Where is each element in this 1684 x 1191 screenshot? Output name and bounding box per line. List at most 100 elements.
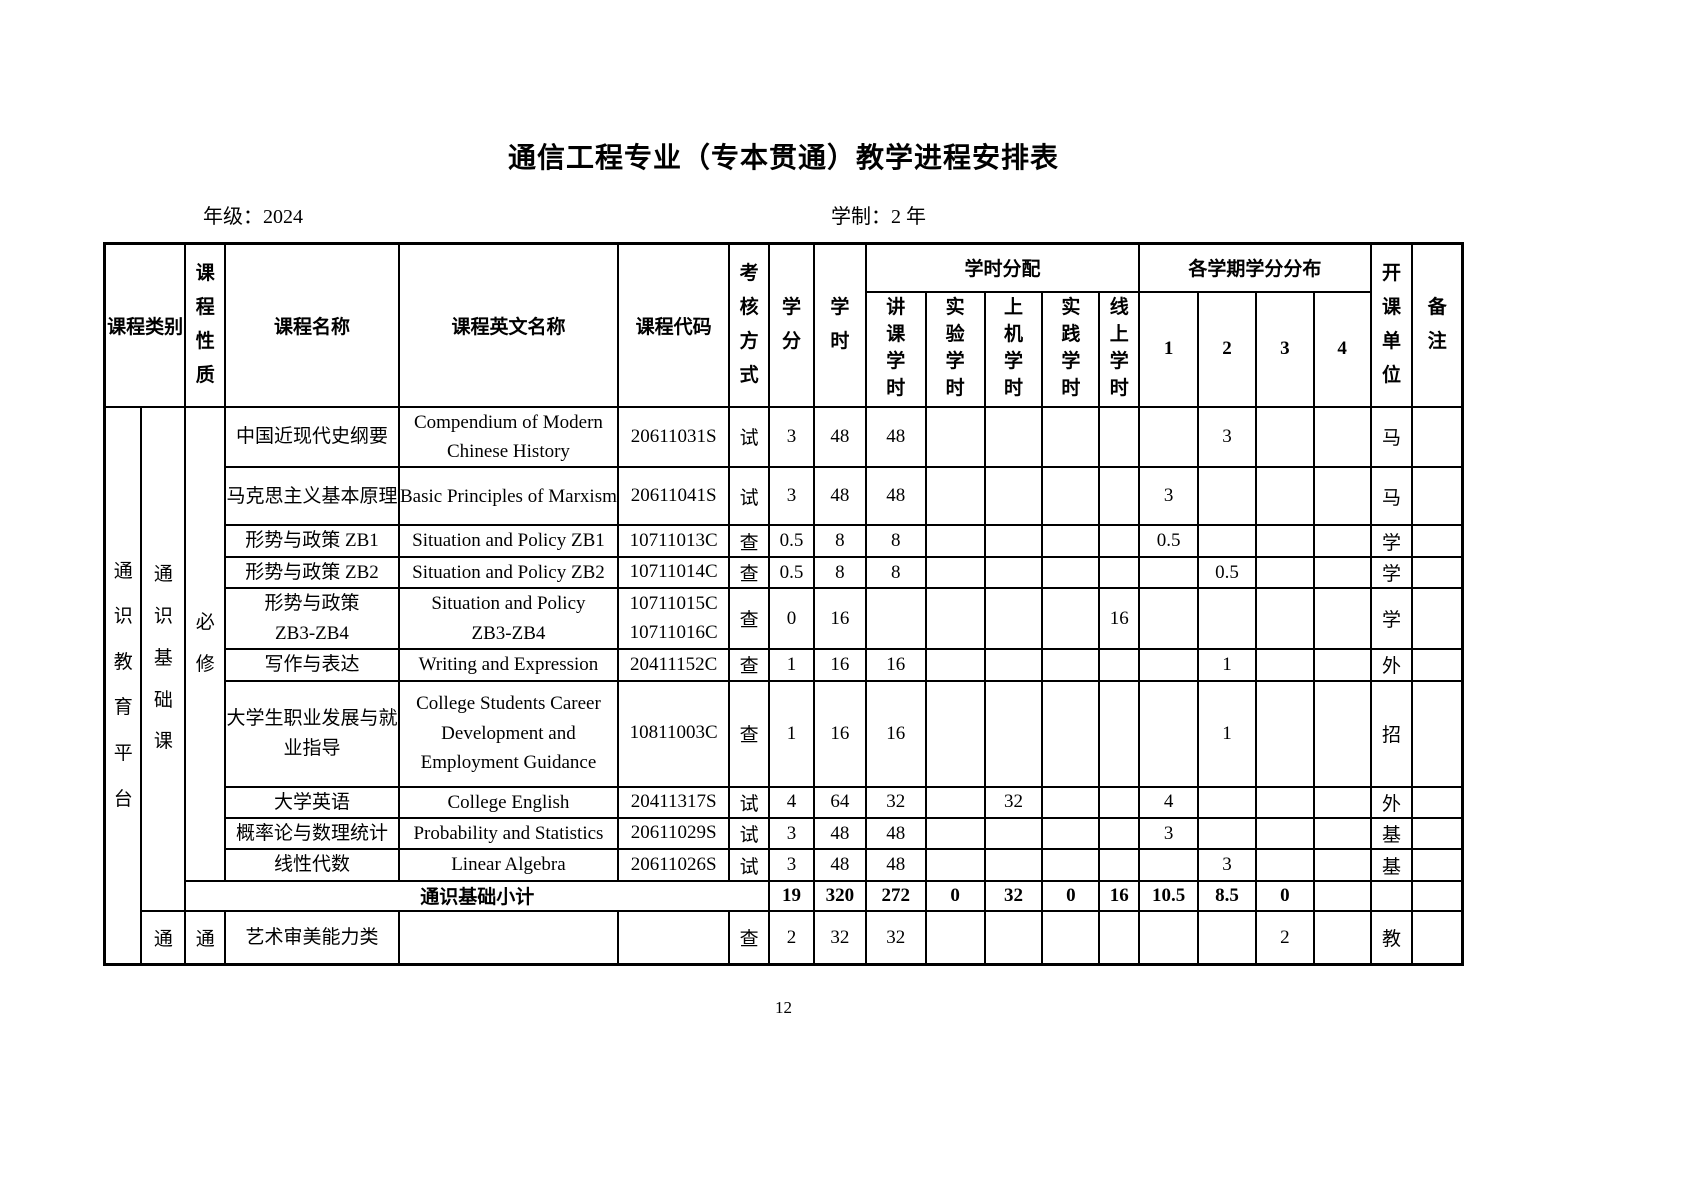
cell-lecture: 32 [864,909,927,966]
cell-assess: 查 [728,909,771,966]
subtotal-label: 通识基础小计 [184,879,771,912]
cell-computer: 32 [983,879,1044,912]
cell-course-ename: Situation and Policy ZB3-ZB4 [397,587,620,651]
cell-sem4 [1312,785,1372,820]
col-header-practice-hours: 实践学时 [1041,290,1101,408]
group-cell-next-nature: 通 [184,909,227,966]
cell-experiment [924,555,986,590]
cell-lecture: 8 [864,524,927,558]
cell-credit: 2 [768,909,815,966]
cell-hours: 64 [812,785,867,820]
grade-label: 年级：2024 [203,206,303,228]
cell-assess: 试 [728,405,771,469]
cell-lecture: 16 [864,679,927,788]
col-header-assess: 考核方式 [728,242,771,408]
cell-unit: 马 [1369,405,1414,469]
cell-online [1098,405,1141,469]
cell-sem2: 1 [1197,679,1257,788]
cell-hours: 8 [812,524,867,558]
cell-sem4 [1312,848,1372,882]
col-header-hours-dist: 学时分配 [864,242,1141,293]
col-header-sem2: 2 [1197,290,1257,408]
cell-unit: 招 [1369,679,1414,788]
cell-sem2: 0.5 [1197,555,1257,590]
cell-practice [1041,648,1101,682]
cell-practice [1041,587,1101,651]
cell-course-code: 10811003C [617,679,731,788]
cell-credit: 1 [768,679,815,788]
cell-unit: 马 [1369,466,1414,527]
cell-course-code: 10711015C 10711016C [617,587,731,651]
cell-computer [983,816,1044,851]
cell-remark [1411,524,1464,558]
cell-credit: 0.5 [768,524,815,558]
cell-sem2: 3 [1197,848,1257,882]
col-header-sem4: 4 [1312,290,1372,408]
cell-sem1: 3 [1138,466,1200,527]
cell-course-code: 20411152C [617,648,731,682]
col-header-online-hours: 线上学时 [1098,290,1141,408]
cell-course-code: 20411317S [617,785,731,820]
table-row: 马克思主义基本原理 Basic Principles of Marxism 20… [105,466,1464,527]
cell-lecture: 16 [864,648,927,682]
table-row: 概率论与数理统计 Probability and Statistics 2061… [105,816,1464,851]
cell-unit: 基 [1369,848,1414,882]
cell-hours: 48 [812,405,867,469]
cell-remark [1411,405,1464,469]
cell-sem1: 3 [1138,816,1200,851]
cell-credit: 0.5 [768,555,815,590]
header-row-1: 课程类别 课程性质 课程名称 课程英文名称 课程代码 考核方式 学分 学时 学时… [103,242,1464,408]
cell-online [1098,909,1141,966]
page-number: 12 [775,998,792,1018]
cell-experiment [924,848,986,882]
col-header-unit: 开课单位 [1369,242,1414,408]
cell-sem1: 4 [1138,785,1200,820]
cell-unit [1369,879,1414,912]
cell-sem4 [1312,816,1372,851]
cell-assess: 查 [728,679,771,788]
cell-course-code: 20611029S [617,816,731,851]
cell-lecture: 48 [864,466,927,527]
cell-unit: 外 [1369,785,1414,820]
cell-sem3 [1254,466,1315,527]
cell-computer [983,466,1044,527]
cell-hours: 320 [812,879,867,912]
cell-sem2: 1 [1197,648,1257,682]
cell-course-name: 马克思主义基本原理 [224,466,400,527]
cell-sem4 [1312,587,1372,651]
cell-course-code: 20611031S [617,405,731,469]
cell-credit: 3 [768,466,815,527]
cell-unit: 学 [1369,587,1414,651]
cell-computer [983,848,1044,882]
cell-lecture: 48 [864,816,927,851]
cell-sem4 [1312,909,1372,966]
cell-credit: 0 [768,587,815,651]
cell-hours: 32 [812,909,867,966]
cell-sem1 [1138,848,1200,882]
cell-assess: 查 [728,524,771,558]
cell-course-ename: Writing and Expression [397,648,620,682]
cell-credit: 3 [768,816,815,851]
cell-sem1 [1138,405,1200,469]
col-header-lecture-hours: 讲课学时 [864,290,927,408]
cell-online: 16 [1098,879,1141,912]
cell-remark [1411,909,1464,966]
cell-course-name: 形势与政策 ZB1 [224,524,400,558]
cell-assess: 试 [728,466,771,527]
cell-experiment [924,785,986,820]
cell-hours: 48 [812,816,867,851]
cell-online [1098,848,1141,882]
cell-sem4 [1312,879,1372,912]
cell-unit: 基 [1369,816,1414,851]
cell-hours: 16 [812,679,867,788]
cell-unit: 学 [1369,555,1414,590]
cell-course-name: 线性代数 [224,848,400,882]
cell-practice [1041,466,1101,527]
cell-course-name: 大学生职业发展与就业指导 [224,679,400,788]
cell-course-name: 概率论与数理统计 [224,816,400,851]
cell-course-code: 10711013C [617,524,731,558]
header-row-2: 讲课学时 实验学时 上机学时 实践学时 线上学时 1 2 3 4 [105,290,1463,408]
col-header-computer-hours: 上机学时 [983,290,1044,408]
cell-course-code [617,909,731,966]
table-row: 大学生职业发展与就业指导 College Students Career Dev… [105,679,1464,788]
